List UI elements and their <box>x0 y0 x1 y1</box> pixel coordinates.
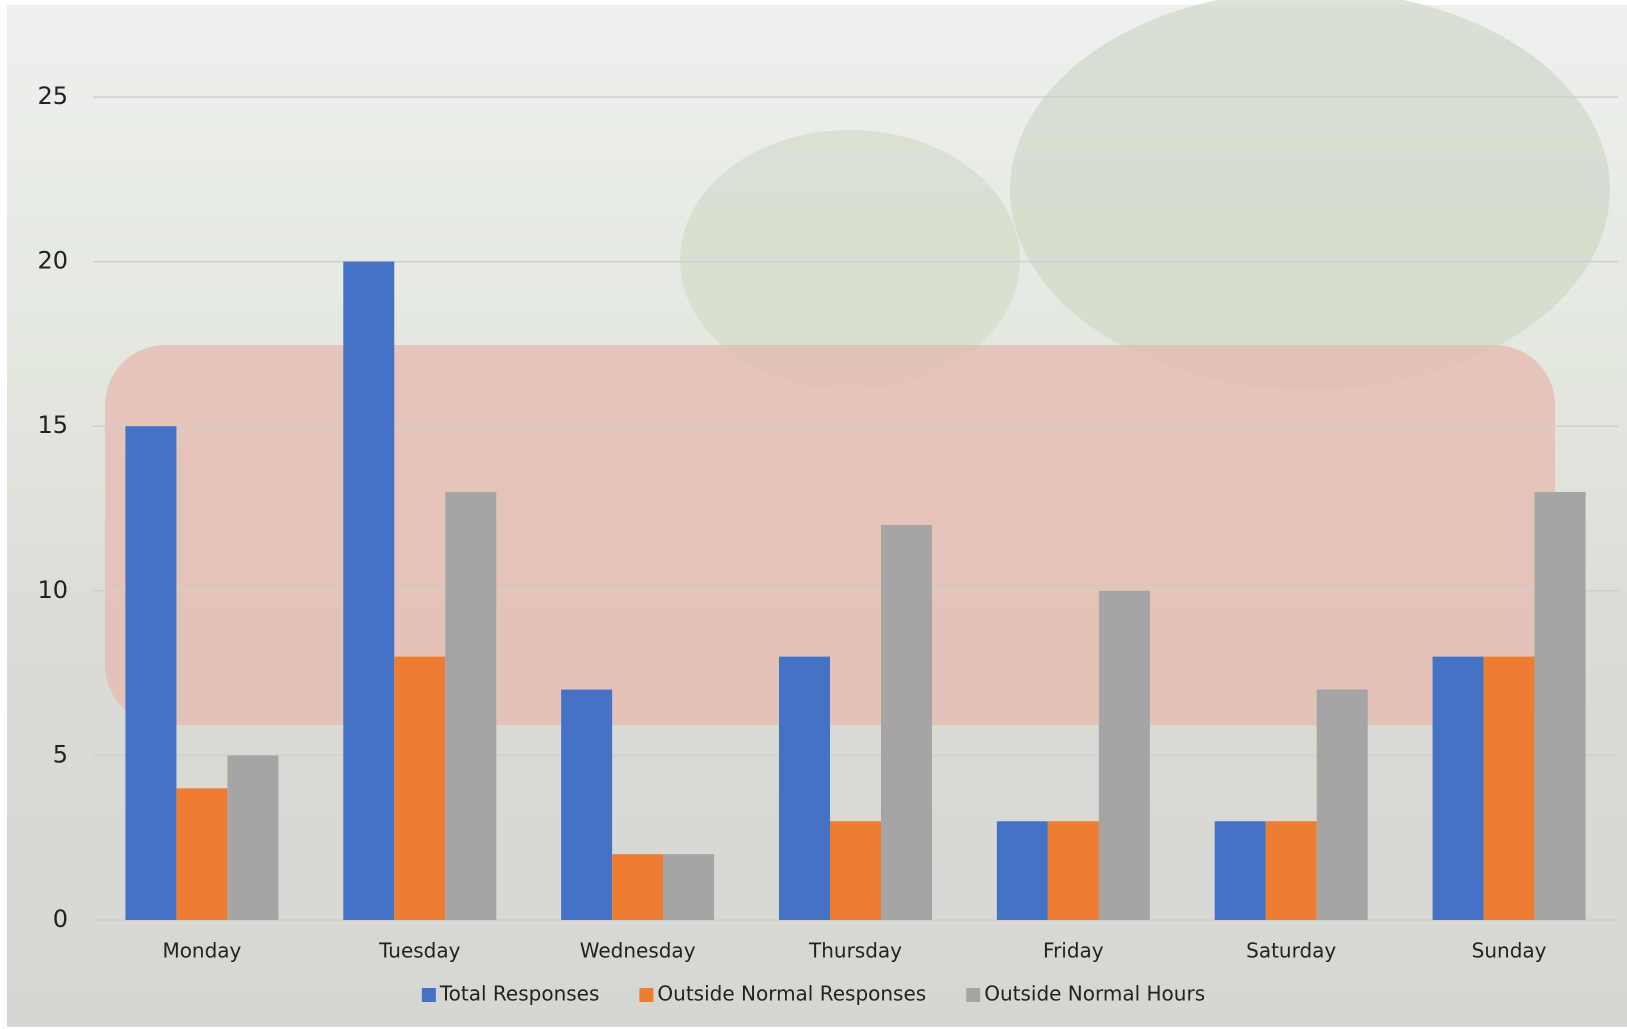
y-tick-label: 5 <box>53 740 68 768</box>
bar <box>1316 689 1368 920</box>
bar <box>1214 821 1266 920</box>
x-tick-label: Monday <box>162 939 241 963</box>
legend-label: Outside Normal Hours <box>984 982 1205 1006</box>
y-tick-label: 0 <box>53 905 68 933</box>
bar <box>1534 492 1586 920</box>
bar <box>881 524 932 920</box>
bar <box>125 426 177 920</box>
x-tick-label: Tuesday <box>378 939 461 963</box>
bar <box>394 656 446 920</box>
bar <box>227 755 279 920</box>
bar <box>1265 821 1317 920</box>
legend-swatch <box>421 988 436 1002</box>
legend-swatch <box>966 988 981 1002</box>
bar <box>176 788 228 920</box>
legend-swatch <box>639 988 654 1002</box>
tree-shape <box>680 130 1020 390</box>
bar <box>663 854 715 920</box>
bar <box>1432 656 1484 920</box>
y-tick-label: 15 <box>37 411 68 439</box>
legend-label: Outside Normal Responses <box>657 982 926 1006</box>
tree-shape <box>1010 0 1610 390</box>
x-tick-label: Sunday <box>1472 939 1547 963</box>
legend-label: Total Responses <box>439 982 600 1006</box>
bar <box>996 821 1048 920</box>
bar <box>343 261 395 921</box>
y-tick-label: 25 <box>37 82 68 110</box>
x-tick-label: Wednesday <box>580 939 696 963</box>
bar <box>445 492 497 920</box>
x-tick-label: Friday <box>1043 939 1104 963</box>
bar <box>612 854 664 920</box>
y-tick-label: 10 <box>37 576 68 604</box>
bar <box>1047 821 1099 920</box>
bar <box>779 656 830 920</box>
bar <box>830 821 881 920</box>
x-tick-label: Saturday <box>1246 939 1336 963</box>
y-tick-label: 20 <box>37 247 68 275</box>
bar <box>561 689 613 920</box>
bar <box>1098 590 1150 920</box>
x-tick-label: Thursday <box>808 939 902 963</box>
bar <box>1483 656 1535 920</box>
